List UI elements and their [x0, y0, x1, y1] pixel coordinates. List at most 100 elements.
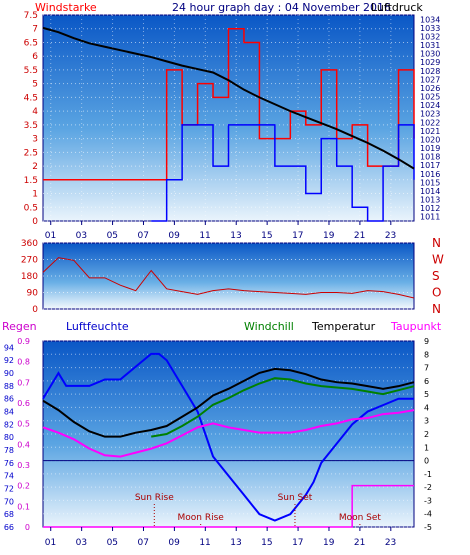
- x-tick-label: 13: [230, 538, 241, 548]
- direction-panel-background: [42, 242, 415, 310]
- compass-label: W: [432, 253, 444, 267]
- pressure-tick-label: 1013: [420, 196, 440, 205]
- pressure-tick-label: 1018: [420, 153, 440, 162]
- x-tick-label: 19: [323, 538, 335, 548]
- x-tick-label: 05: [107, 231, 118, 241]
- humidity-axis: 94 92 90 88 86 84 82 80 78 76 74 72 70 68 66: [4, 343, 14, 532]
- humidity-tick-label: 72: [4, 485, 14, 494]
- temperature-tick-label: 6: [424, 377, 429, 386]
- x-tick-label: 01: [45, 231, 56, 241]
- temperature-tick-label: 8: [424, 350, 429, 359]
- x-tick-label: 19: [323, 231, 335, 241]
- compass-label: N: [432, 236, 441, 250]
- x-tick-label: 11: [199, 538, 210, 548]
- x-tick-label: 11: [199, 231, 210, 241]
- rain-tick-label: 0.4: [17, 440, 30, 449]
- pressure-tick-label: 1020: [420, 135, 440, 144]
- direction-tick-label: 360: [21, 239, 38, 249]
- direction-series: [42, 257, 415, 299]
- x-tick-label: 23: [385, 231, 396, 241]
- rain-tick-label: 0.8: [17, 358, 30, 367]
- humidity-tick-label: 78: [4, 446, 14, 455]
- wind-tick-label: 7: [32, 25, 38, 35]
- temperature-tick-label: 9: [424, 337, 429, 346]
- x-tick-label: 23: [385, 538, 396, 548]
- wind-left-axis: 7.5 7 6.5 6 5.5 5 4.5 4 3.5 3 2.5 2 1.5 1 0.5 0: [24, 11, 39, 227]
- pressure-tick-label: 1014: [420, 187, 440, 196]
- pressure-tick-label: 1024: [420, 101, 440, 110]
- chart-title: 24 hour graph day : 04 November 2016: [172, 1, 391, 14]
- series-regen: [43, 484, 414, 528]
- wind-tick-label: 1: [32, 190, 38, 200]
- rain-tick-label: 0.2: [17, 482, 30, 491]
- humidity-tick-label: 80: [4, 433, 14, 442]
- x-tick-label: 01: [45, 538, 56, 548]
- wind-tick-label: 5: [32, 80, 38, 90]
- x-tick-label: 03: [76, 538, 87, 548]
- rain-tick-label: 0: [25, 523, 30, 532]
- x-tick-label: 21: [354, 231, 365, 241]
- wind-tick-label: 3: [32, 135, 38, 145]
- temperature-tick-label: -2: [424, 483, 432, 492]
- wind-x-axis: 01 03 05 07 09 11 13 15 17 19 21 23: [45, 221, 396, 241]
- direction-left-axis: 360 270 180 90 0: [21, 239, 38, 315]
- pressure-line: [42, 26, 415, 170]
- x-tick-label: 09: [168, 538, 180, 548]
- wind-series: [43, 27, 415, 222]
- pressure-tick-label: 1017: [420, 161, 440, 170]
- pressure-tick-label: 1027: [420, 75, 440, 84]
- humidity-tick-label: 82: [4, 420, 14, 429]
- wind-tick-label: 4.5: [24, 93, 38, 103]
- temperature-tick-label: 2: [424, 430, 429, 439]
- direction-tick-label: 0: [32, 305, 38, 315]
- temperature-tick-label: 4: [424, 403, 429, 412]
- wind-tick-label: 5.5: [24, 66, 38, 76]
- wind-tick-label: 6.5: [24, 38, 38, 48]
- pressure-tick-label: 1019: [420, 144, 440, 153]
- wind-blue-series: [151, 124, 415, 222]
- temperature-tick-label: 0: [424, 457, 429, 466]
- humidity-tick-label: 94: [4, 343, 14, 352]
- wind-tick-label: 0.5: [24, 203, 38, 213]
- windstarke-label: Windstarke: [35, 1, 97, 14]
- wind-tick-label: 1.5: [24, 176, 38, 186]
- direction-tick-label: 180: [21, 272, 38, 282]
- sun-set-label: Sun Set: [278, 493, 313, 503]
- luftdruck-label: Luftdruck: [371, 1, 423, 14]
- rain-tick-label: 0.1: [17, 502, 30, 511]
- x-tick-label: 15: [261, 231, 272, 241]
- direction-tick-label: 90: [27, 289, 39, 299]
- x-tick-label: 09: [168, 231, 180, 241]
- bottom-grid: [43, 340, 414, 528]
- x-tick-label: 21: [354, 538, 365, 548]
- temperature-axis: 9 8 7 6 5 4 3 2 1 0 -1 -2 -3 -4 -5: [424, 337, 432, 532]
- pressure-right-axis: 1034103310321031103010291028102710261025…: [420, 15, 440, 221]
- windchill-label: Windchill: [244, 320, 294, 333]
- pressure-tick-label: 1021: [420, 127, 440, 136]
- bottom-series: [42, 352, 415, 528]
- pressure-tick-label: 1034: [420, 15, 440, 24]
- humidity-tick-label: 74: [4, 472, 14, 481]
- humidity-tick-label: 68: [4, 510, 14, 519]
- x-tick-label: 07: [137, 231, 148, 241]
- rain-tick-label: 0.9: [17, 337, 30, 346]
- sun-rise-label: Sun Rise: [135, 493, 174, 503]
- pressure-tick-label: 1023: [420, 110, 440, 119]
- wind-tick-label: 0: [32, 217, 38, 227]
- humidity-tick-label: 88: [4, 382, 14, 391]
- series-windchill: [151, 377, 415, 438]
- temperature-label: Temperatur: [311, 320, 376, 333]
- temperature-tick-label: -5: [424, 523, 432, 532]
- temperature-tick-label: 3: [424, 417, 429, 426]
- pressure-series: [42, 26, 415, 170]
- dewpoint-label: Taupunkt: [390, 320, 442, 333]
- pressure-tick-label: 1025: [420, 93, 440, 102]
- temperature-tick-label: 5: [424, 390, 429, 399]
- humidity-tick-label: 70: [4, 497, 14, 506]
- wind-tick-label: 7.5: [24, 11, 38, 21]
- series-luftfeuchte: [42, 352, 414, 522]
- temperature-tick-label: -3: [424, 496, 432, 505]
- wind-tick-label: 2: [32, 162, 38, 172]
- wind-tick-label: 2.5: [24, 148, 38, 158]
